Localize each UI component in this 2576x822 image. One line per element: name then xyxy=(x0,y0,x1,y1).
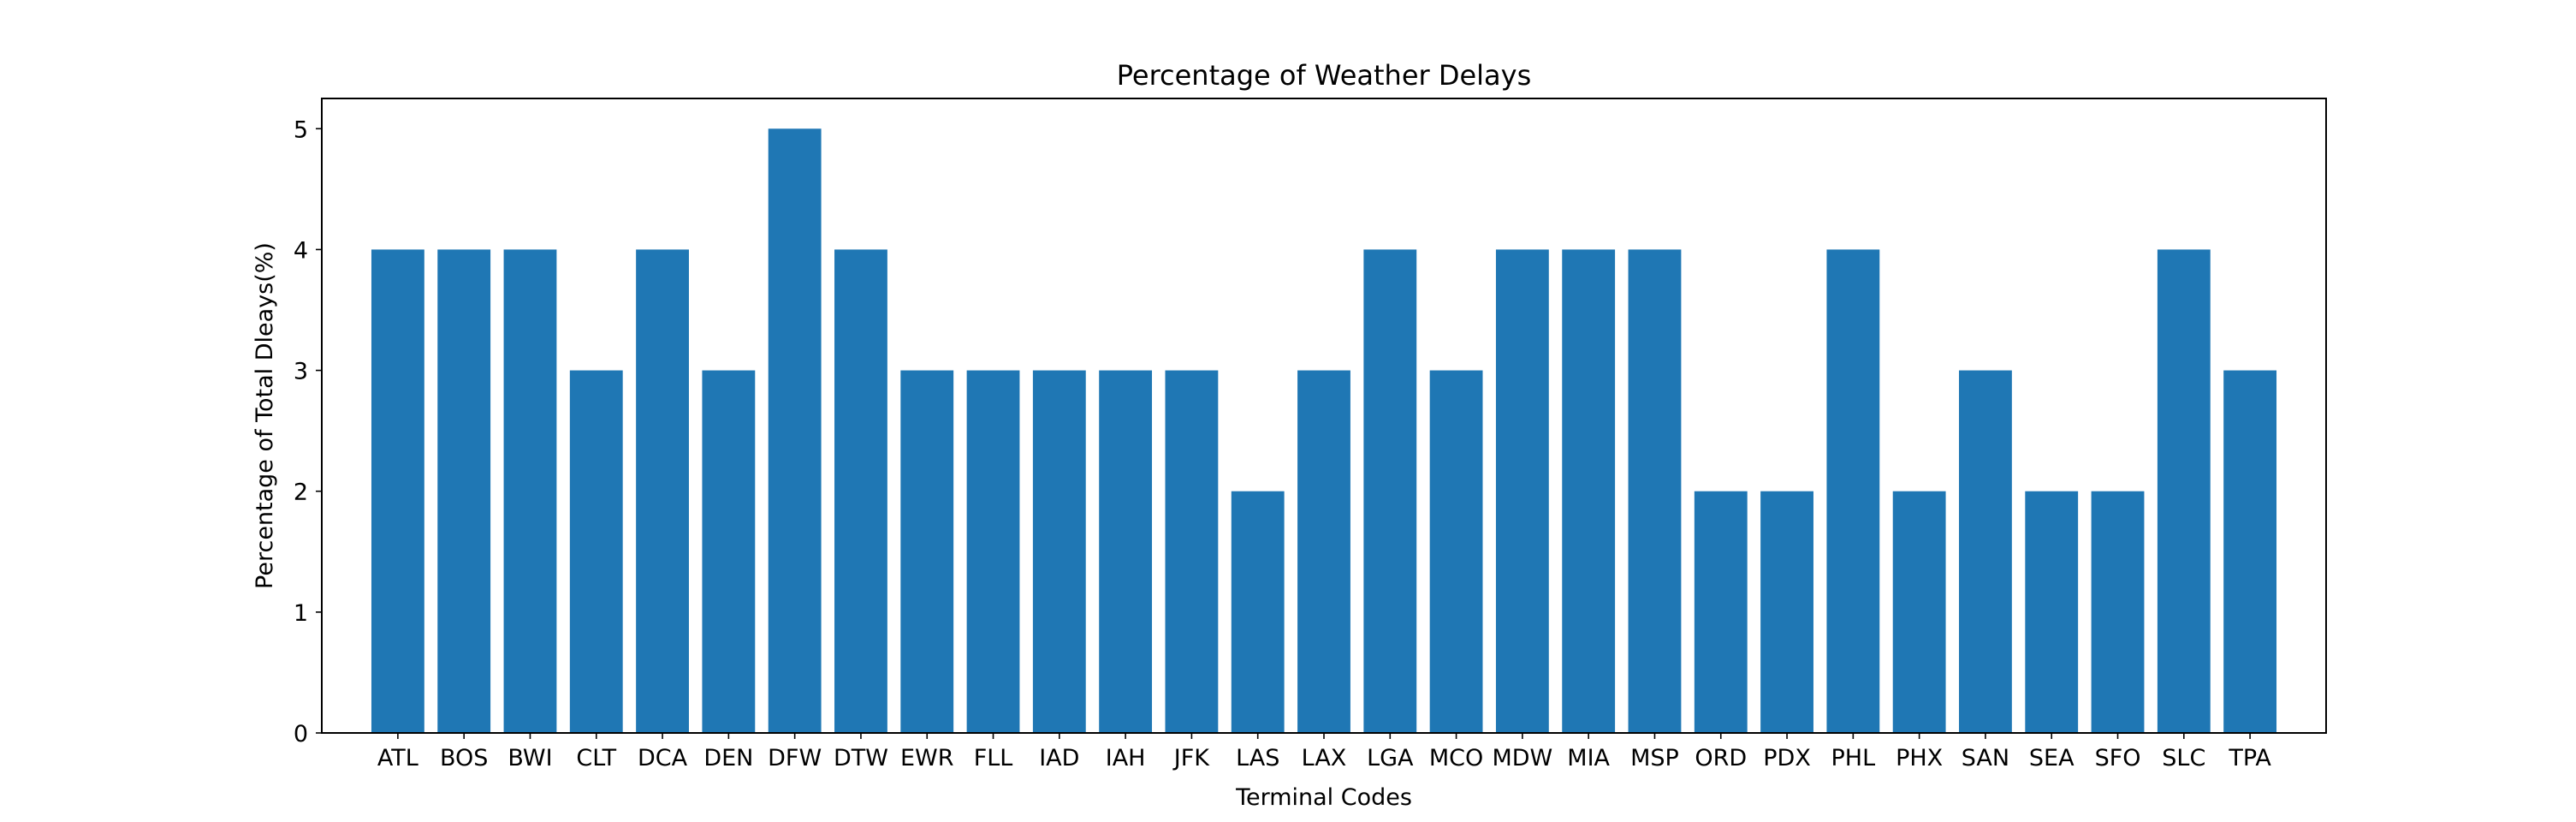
bar-fll xyxy=(966,370,1020,733)
x-tick-label-clt: CLT xyxy=(576,745,616,771)
y-tick-label-0: 0 xyxy=(294,721,308,748)
x-tick-label-jfk: JFK xyxy=(1172,745,1210,771)
y-tick-label-2: 2 xyxy=(294,480,308,506)
x-tick-label-tpa: TPA xyxy=(2228,745,2271,771)
y-axis-label: Percentage of Total Dleays(%) xyxy=(252,242,278,589)
x-tick-label-phx: PHX xyxy=(1896,745,1943,771)
bar-sfo xyxy=(2091,491,2145,733)
bar-las xyxy=(1231,491,1285,733)
x-tick-label-sfo: SFO xyxy=(2095,745,2141,771)
bar-phl xyxy=(1826,249,1880,733)
chart-title: Percentage of Weather Delays xyxy=(1117,59,1532,92)
x-tick-label-bos: BOS xyxy=(440,745,488,771)
bar-phx xyxy=(1892,491,1946,733)
x-tick-label-iah: IAH xyxy=(1106,745,1146,771)
x-tick-label-iad: IAD xyxy=(1039,745,1079,771)
x-tick-label-sea: SEA xyxy=(2029,745,2074,771)
bar-msp xyxy=(1628,249,1682,733)
bar-mia xyxy=(1562,249,1616,733)
bar-jfk xyxy=(1165,370,1219,733)
x-tick-label-slc: SLC xyxy=(2162,745,2205,771)
x-tick-label-atl: ATL xyxy=(377,745,418,771)
bar-dtw xyxy=(834,249,887,733)
bars-group xyxy=(371,128,2277,734)
x-tick-label-mia: MIA xyxy=(1567,745,1610,771)
bar-atl xyxy=(371,249,424,733)
x-tick-label-ewr: EWR xyxy=(900,745,954,771)
x-ticks-group: ATL BOS BWI CLT DCA DEN DFW DTW EWR FLL IAD IAH JFK L… xyxy=(377,733,2271,771)
bar-ord xyxy=(1694,491,1748,733)
bar-mdw xyxy=(1495,249,1549,733)
y-tick-label-5: 5 xyxy=(294,116,308,143)
bar-lax xyxy=(1297,370,1350,733)
x-tick-label-san: SAN xyxy=(1962,745,2009,771)
x-tick-label-mdw: MDW xyxy=(1492,745,1552,771)
bar-mco xyxy=(1429,370,1483,733)
bar-dca xyxy=(636,249,689,733)
y-tick-label-3: 3 xyxy=(294,359,308,385)
plot-frame xyxy=(321,98,2327,734)
x-tick-label-ord: ORD xyxy=(1695,745,1747,771)
x-tick-label-lax: LAX xyxy=(1302,745,1347,771)
x-tick-label-phl: PHL xyxy=(1831,745,1876,771)
y-tick-label-4: 4 xyxy=(294,237,308,264)
bar-sea xyxy=(2025,491,2079,733)
bar-slc xyxy=(2157,249,2211,733)
x-tick-label-dca: DCA xyxy=(638,745,688,771)
x-tick-label-fll: FLL xyxy=(974,745,1013,771)
bar-dfw xyxy=(768,128,822,734)
bar-iah xyxy=(1099,370,1153,733)
x-tick-label-msp: MSP xyxy=(1630,745,1679,771)
bar-ewr xyxy=(900,370,954,733)
bar-bos xyxy=(437,249,491,733)
bar-tpa xyxy=(2223,370,2277,733)
x-tick-label-pdx: PDX xyxy=(1763,745,1811,771)
bar-iad xyxy=(1032,370,1086,733)
x-tick-label-mco: MCO xyxy=(1429,745,1483,771)
x-tick-label-den: DEN xyxy=(703,745,753,771)
x-tick-label-dtw: DTW xyxy=(834,745,888,771)
bar-lga xyxy=(1363,249,1417,733)
bar-san xyxy=(1959,370,2012,733)
y-ticks-group: 0 1 2 3 4 5 xyxy=(294,116,322,748)
x-tick-label-lga: LGA xyxy=(1367,745,1414,771)
bar-den xyxy=(702,370,756,733)
x-tick-label-bwi: BWI xyxy=(507,745,552,771)
y-tick-label-1: 1 xyxy=(294,600,308,627)
bar-clt xyxy=(569,370,623,733)
bar-bwi xyxy=(503,249,557,733)
x-tick-label-las: LAS xyxy=(1236,745,1279,771)
x-tick-label-dfw: DFW xyxy=(768,745,822,771)
bar-pdx xyxy=(1760,491,1813,733)
x-axis-label: Terminal Codes xyxy=(1235,784,1412,811)
